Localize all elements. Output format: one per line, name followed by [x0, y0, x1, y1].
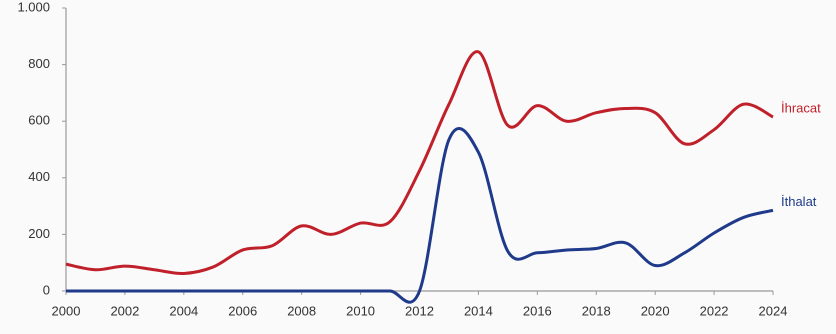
x-tick-label: 2014 — [464, 303, 493, 318]
y-tick-label: 200 — [28, 226, 50, 241]
x-tick-label: 2000 — [52, 303, 81, 318]
x-tick-label: 2002 — [110, 303, 139, 318]
x-tick-label: 2016 — [523, 303, 552, 318]
x-tick-label: 2020 — [641, 303, 670, 318]
x-tick-label: 2024 — [759, 303, 788, 318]
y-tick-label: 1.000 — [17, 0, 50, 14]
y-tick-label: 800 — [28, 56, 50, 71]
x-tick-label: 2004 — [169, 303, 198, 318]
series-line — [65, 50, 774, 275]
x-tick-label: 2010 — [346, 303, 375, 318]
x-tick-label: 2012 — [405, 303, 434, 318]
y-tick-label: 400 — [28, 169, 50, 184]
x-tick-label: 2008 — [287, 303, 316, 318]
x-tick-label: 2018 — [582, 303, 611, 318]
y-tick-label: 0 — [43, 282, 50, 297]
x-tick-label: 2006 — [228, 303, 257, 318]
series-line — [65, 127, 774, 304]
series-label: İhracat — [781, 100, 821, 115]
x-tick-label: 2022 — [700, 303, 729, 318]
y-tick-label: 600 — [28, 113, 50, 128]
series-label: İthalat — [781, 194, 817, 209]
